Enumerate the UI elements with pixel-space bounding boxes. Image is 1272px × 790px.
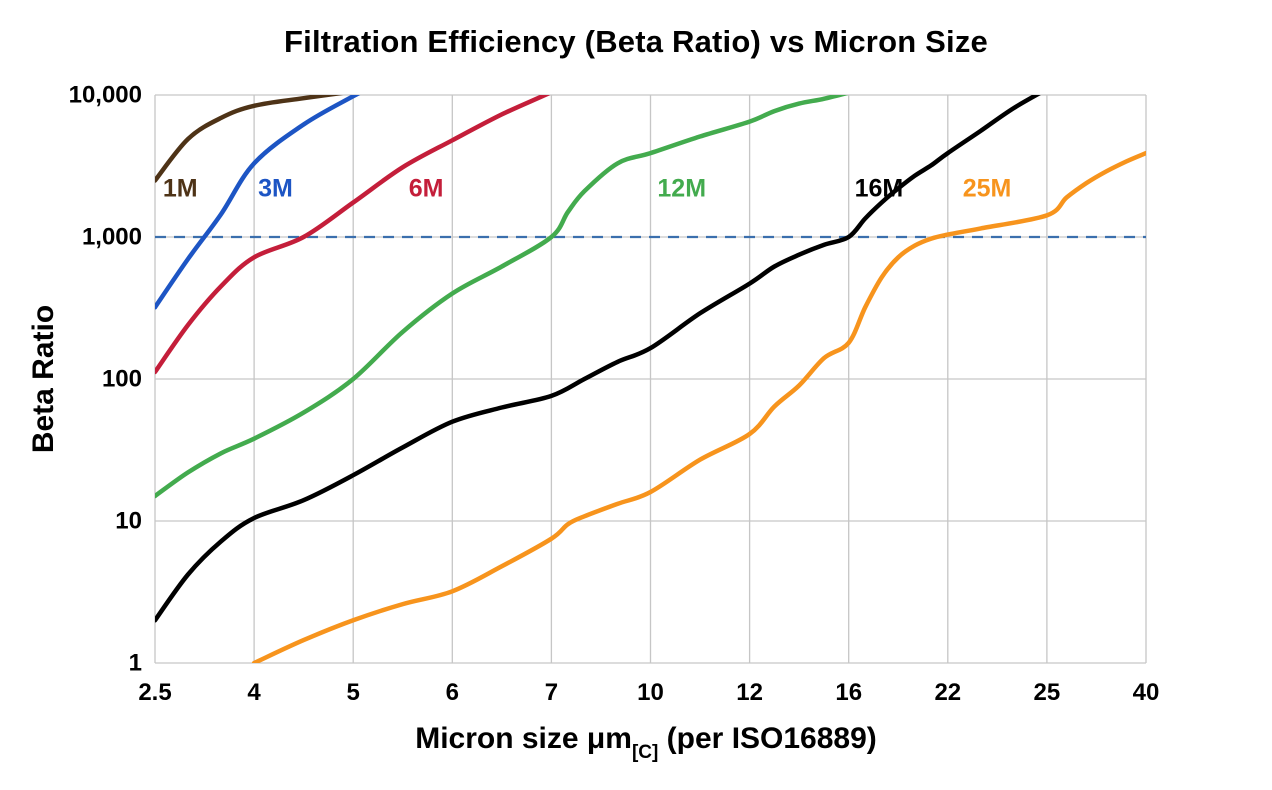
series-labels: 1M 3M 6M 12M 16M 25M (163, 174, 1011, 202)
x-axis-title-subscript: [C] (631, 742, 659, 763)
x-tick-label: 10 (637, 679, 664, 706)
series-label-3M: 3M (258, 174, 293, 202)
x-tick-label: 7 (545, 679, 558, 706)
series-label-25M: 25M (963, 174, 1012, 202)
series-curve-25M (251, 150, 1146, 663)
x-tick-label: 22 (934, 679, 961, 706)
grid (154, 94, 1147, 664)
series-curve-3M (155, 95, 361, 310)
series-curve-1M (155, 95, 344, 183)
series-label-12M: 12M (657, 174, 706, 202)
x-tick-label: 16 (835, 679, 862, 706)
y-tick-label: 10 (115, 508, 142, 535)
series-label-16M: 16M (855, 174, 904, 202)
y-tick-label: 1,000 (82, 224, 142, 251)
x-tick-labels: 2.5 4 5 6 7 10 12 16 22 25 40 (138, 679, 1159, 706)
x-tick-label: 4 (247, 679, 261, 706)
series-label-1M: 1M (163, 174, 198, 202)
y-tick-label: 10,000 (69, 82, 142, 109)
x-tick-label: 6 (446, 679, 459, 706)
x-axis-title-suffix: (per ISO16889) (658, 722, 877, 755)
series-curve-6M (155, 95, 551, 375)
chart-title: Filtration Efficiency (Beta Ratio) vs Mi… (284, 24, 988, 59)
series-curve-16M (155, 95, 1041, 623)
x-tick-label: 5 (347, 679, 360, 706)
x-tick-label: 25 (1034, 679, 1061, 706)
y-tick-label: 100 (102, 366, 142, 393)
x-tick-label: 2.5 (138, 679, 171, 706)
y-tick-label: 1 (129, 650, 142, 677)
series-label-6M: 6M (409, 174, 444, 202)
series-curve-12M (155, 95, 849, 499)
x-tick-label: 12 (736, 679, 763, 706)
x-axis-title: Micron size μm[C] (per ISO16889) (20, 722, 1272, 763)
series-curves (155, 95, 1146, 663)
y-tick-labels: 1 10 100 1,000 10,000 (69, 82, 142, 677)
x-tick-label: 40 (1133, 679, 1160, 706)
x-axis-title-text: Micron size μm (415, 722, 632, 755)
